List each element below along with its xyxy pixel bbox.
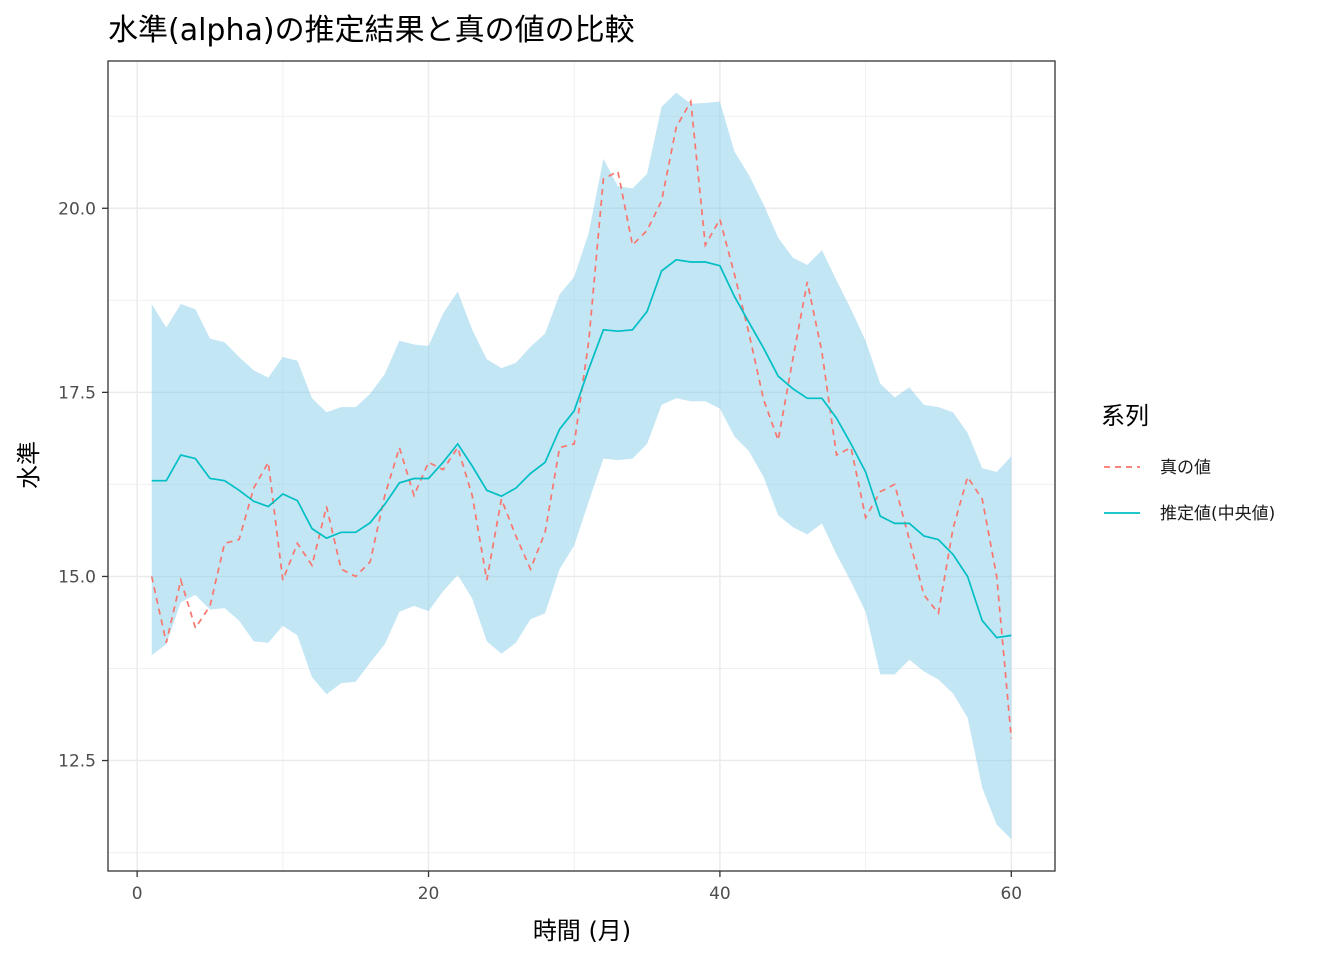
x-tick-label: 0 (132, 884, 143, 904)
y-tick-label: 17.5 (58, 383, 96, 403)
x-axis-title: 時間 (月) (533, 917, 631, 945)
y-axis-title: 水準 (15, 441, 43, 489)
plot-panel (107, 60, 1056, 872)
x-tick-label: 40 (709, 884, 731, 904)
x-axis: 0 20 40 60 (132, 871, 1022, 904)
legend: 系列 真の値 推定値(中央値) (1101, 402, 1275, 524)
legend-label-true-value: 真の値 (1160, 458, 1211, 478)
series-line-true-value (150, 98, 1013, 739)
x-tick-label: 20 (418, 884, 440, 904)
x-tick-label: 60 (1000, 884, 1022, 904)
legend-title: 系列 (1101, 402, 1149, 430)
panel-border (107, 60, 1056, 872)
y-tick-label: 15.0 (58, 567, 96, 587)
chart-title: 水準(alpha)の推定結果と真の値の比較 (108, 13, 635, 48)
series-line-estimate-median (151, 258, 1012, 639)
legend-label-estimate-median: 推定値(中央値) (1160, 504, 1275, 524)
y-tick-label: 12.5 (58, 752, 96, 772)
y-tick-label: 20.0 (58, 199, 96, 219)
y-axis: 12.5 15.0 17.5 20.0 (58, 199, 108, 772)
credible-interval-band (151, 92, 1012, 840)
